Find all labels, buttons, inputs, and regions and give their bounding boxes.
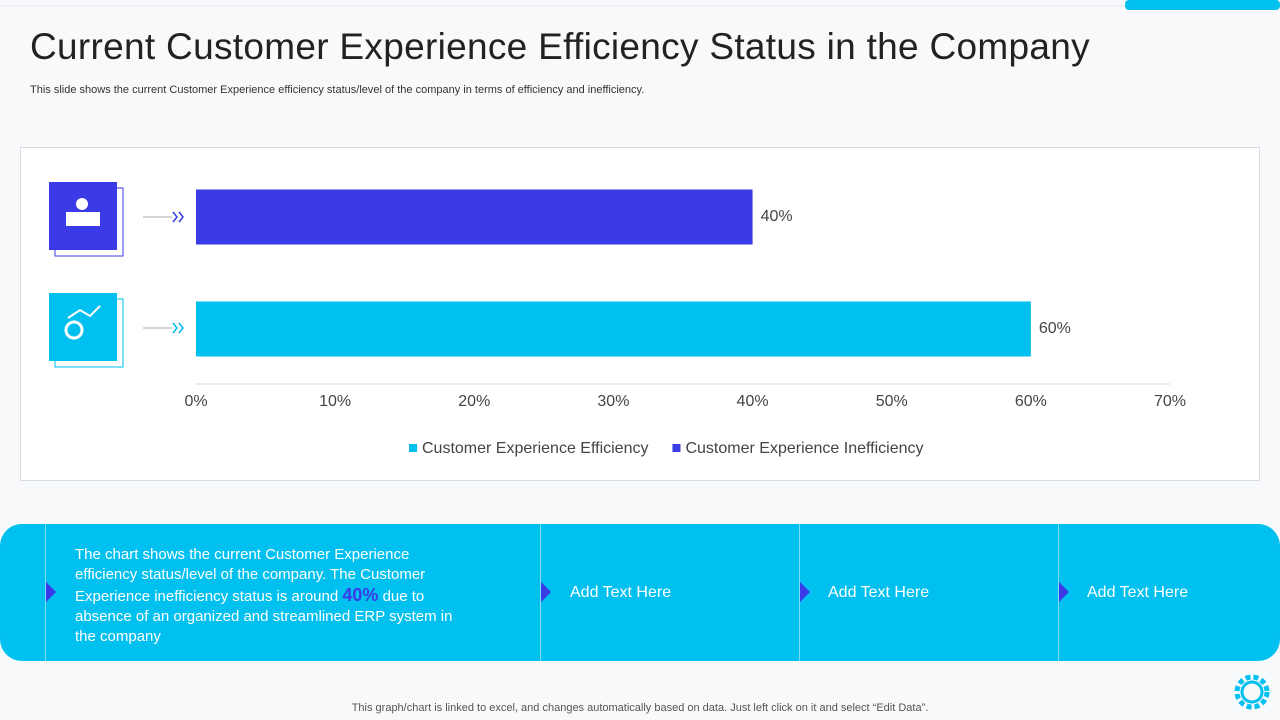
footer-note: This graph/chart is linked to excel, and…: [351, 702, 929, 714]
x-tick-label: 50%: [876, 393, 908, 410]
title: Current Customer Experience Efficiency S…: [30, 26, 1090, 67]
panel-text: The chart shows the current Customer Exp…: [75, 545, 455, 647]
x-tick-label: 0%: [184, 393, 207, 410]
bar: [196, 189, 753, 245]
dividers: [45, 524, 1059, 661]
legend-swatch: [409, 444, 417, 452]
chevron: [172, 211, 184, 223]
x-tick-label: 40%: [737, 393, 769, 410]
x-tick-label: 60%: [1015, 393, 1047, 410]
legend-swatch: [672, 444, 681, 452]
gear-icon: [1234, 674, 1270, 710]
bar: [196, 301, 1031, 357]
chevron: [172, 322, 184, 334]
highlight: 40%: [342, 585, 379, 605]
accent: [1125, 0, 1280, 10]
value-label: 40%: [761, 208, 793, 225]
legend-label: Customer Experience Inefficiency: [685, 440, 923, 457]
subtitle: This slide shows the current Customer Ex…: [30, 84, 645, 96]
x-tick-label: 10%: [319, 393, 351, 410]
x-tick-label: 20%: [458, 393, 490, 410]
icon: [64, 320, 84, 340]
text: The chart shows the current Customer Exp…: [75, 546, 426, 605]
panel: [0, 524, 1280, 661]
icon: [66, 212, 100, 226]
x-tick-label: 70%: [1154, 393, 1186, 410]
pointers: [46, 582, 1069, 602]
arrows: [143, 216, 172, 329]
legend-label: Customer Experience Efficiency: [422, 440, 648, 457]
x-tick-label: 30%: [597, 393, 629, 410]
panel-item: Add Text Here: [1087, 584, 1189, 601]
icon: [76, 198, 88, 210]
gear-icon: [1240, 680, 1264, 704]
icon: [67, 305, 101, 319]
panel-item: Add Text Here: [570, 584, 672, 601]
text: due to absence of an organized and strea…: [75, 588, 453, 645]
panel-item: Add Text Here: [828, 584, 930, 601]
value-label: 60%: [1039, 320, 1071, 337]
